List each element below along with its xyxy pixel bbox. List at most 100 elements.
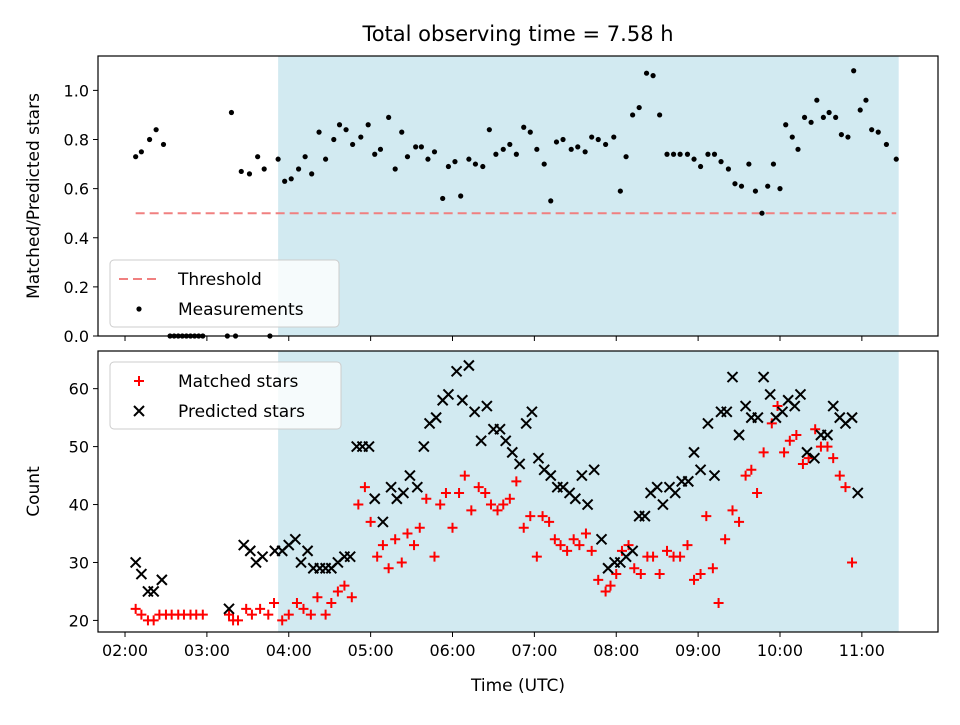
predicted-point xyxy=(135,568,148,580)
matched-point xyxy=(635,569,646,580)
measurement-point xyxy=(814,97,820,103)
measurement-point xyxy=(255,154,261,160)
legend-label: Matched stars xyxy=(178,372,298,392)
matched-point xyxy=(740,470,751,481)
matched-point xyxy=(130,603,141,614)
measurement-point xyxy=(386,114,392,121)
predicted-point xyxy=(442,388,455,401)
legend-label: Measurements xyxy=(178,300,304,320)
matched-point xyxy=(568,534,579,545)
y-tick-label: 30 xyxy=(69,553,89,572)
measurement-point xyxy=(838,131,844,138)
matched-point xyxy=(828,453,839,464)
measurement-point xyxy=(336,122,343,128)
measurement-point xyxy=(458,193,464,199)
predicted-point xyxy=(569,493,582,505)
measurement-point xyxy=(425,156,431,162)
x-tick-label: 06:00 xyxy=(429,641,475,660)
matched-point xyxy=(383,563,394,574)
measurement-point xyxy=(160,141,167,148)
matched-point xyxy=(480,487,491,498)
matched-point xyxy=(233,615,243,626)
matched-point xyxy=(675,551,686,562)
measurement-point xyxy=(246,171,253,177)
legend-matched-swatch xyxy=(134,376,144,386)
measurement-point xyxy=(636,104,642,111)
measurement-point xyxy=(507,141,513,148)
predicted-point xyxy=(494,423,506,435)
matched-point xyxy=(511,476,522,487)
measurement-point xyxy=(808,119,814,125)
matched-point xyxy=(320,609,331,620)
matched-point xyxy=(580,528,591,539)
predicted-point xyxy=(626,545,639,557)
matched-point xyxy=(616,545,627,556)
legend-predicted-swatch xyxy=(133,405,145,417)
legend-label: Threshold xyxy=(177,270,262,290)
matched-point xyxy=(223,609,234,620)
matched-point xyxy=(339,580,350,591)
matched-point xyxy=(840,482,851,493)
measurement-point xyxy=(445,163,452,170)
measurement-point xyxy=(589,134,595,140)
matched-point xyxy=(734,516,745,527)
predicted-point xyxy=(456,394,469,406)
measurement-point xyxy=(138,149,144,155)
measurement-point xyxy=(521,124,527,130)
matched-point xyxy=(440,487,451,498)
x-tick-label: 11:00 xyxy=(839,641,885,660)
matched-point xyxy=(834,470,845,481)
matched-point xyxy=(531,551,542,562)
matched-point xyxy=(492,505,503,516)
measurement-point xyxy=(857,107,863,113)
predicted-point xyxy=(344,550,356,563)
matched-point xyxy=(518,522,529,533)
measurement-point xyxy=(759,210,765,216)
predicted-point xyxy=(301,545,314,557)
matched-point xyxy=(648,551,659,562)
predicted-point xyxy=(801,446,813,459)
measurement-point xyxy=(765,183,771,189)
measurement-point xyxy=(413,144,419,150)
matched-point xyxy=(695,569,706,580)
x-tick-label: 07:00 xyxy=(511,641,557,660)
measurement-point xyxy=(331,136,337,143)
matched-point xyxy=(586,545,597,556)
measurement-point xyxy=(893,156,899,162)
predicted-point xyxy=(295,556,307,569)
matched-point xyxy=(504,493,515,504)
measurement-point xyxy=(228,109,235,116)
measurement-point xyxy=(863,97,869,103)
predicted-point xyxy=(463,359,475,372)
x-tick-label: 10:00 xyxy=(757,641,803,660)
measurement-point xyxy=(316,129,322,135)
predicted-point xyxy=(852,487,864,499)
y-tick-label: 40 xyxy=(69,496,89,515)
predicted-point xyxy=(430,411,442,424)
measurement-point xyxy=(541,161,547,167)
matched-point xyxy=(473,482,484,493)
measurement-point xyxy=(623,154,629,160)
predicted-point xyxy=(776,406,789,418)
y-tick-label: 0.0 xyxy=(64,327,89,346)
measurement-point xyxy=(399,129,405,135)
matched-point xyxy=(544,516,555,527)
matched-point xyxy=(332,586,343,597)
measurement-point xyxy=(238,168,244,175)
matched-point xyxy=(396,557,407,568)
x-tick-label: 03:00 xyxy=(184,641,230,660)
matched-point xyxy=(421,493,432,504)
measurement-point xyxy=(146,136,153,143)
measurement-point xyxy=(833,114,839,121)
predicted-point xyxy=(682,475,694,488)
measurement-point xyxy=(875,129,881,135)
predicted-point xyxy=(506,446,518,459)
predicted-point xyxy=(651,481,663,493)
predicted-point xyxy=(526,406,538,418)
predicted-point xyxy=(669,487,681,499)
measurement-point xyxy=(826,109,832,116)
matched-point xyxy=(291,598,302,609)
matched-point xyxy=(136,609,147,620)
y-tick-label: 1.0 xyxy=(64,81,89,100)
matched-point xyxy=(414,522,425,533)
